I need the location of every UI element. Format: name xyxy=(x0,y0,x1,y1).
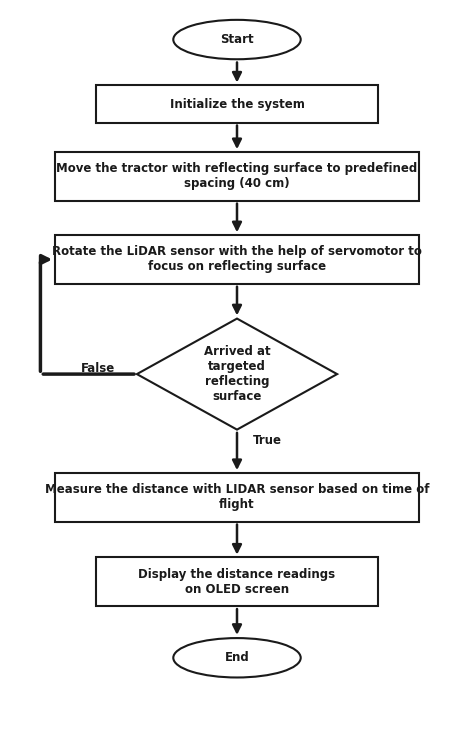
Text: Rotate the LiDAR sensor with the help of servomotor to
focus on reflecting surfa: Rotate the LiDAR sensor with the help of… xyxy=(52,246,422,273)
Text: Move the tractor with reflecting surface to predefined
spacing (40 cm): Move the tractor with reflecting surface… xyxy=(56,162,418,190)
Bar xyxy=(55,152,419,201)
Text: Arrived at
targeted
reflecting
surface: Arrived at targeted reflecting surface xyxy=(204,345,270,403)
Bar xyxy=(55,235,419,284)
Text: Start: Start xyxy=(220,33,254,46)
Text: Measure the distance with LIDAR sensor based on time of
flight: Measure the distance with LIDAR sensor b… xyxy=(45,483,429,511)
Bar xyxy=(55,473,419,522)
Bar xyxy=(96,558,378,606)
Text: True: True xyxy=(253,434,282,447)
Bar xyxy=(96,86,378,123)
Text: Display the distance readings
on OLED screen: Display the distance readings on OLED sc… xyxy=(138,568,336,596)
Text: False: False xyxy=(81,362,115,375)
Text: End: End xyxy=(225,651,249,664)
Text: Initialize the system: Initialize the system xyxy=(170,97,304,110)
